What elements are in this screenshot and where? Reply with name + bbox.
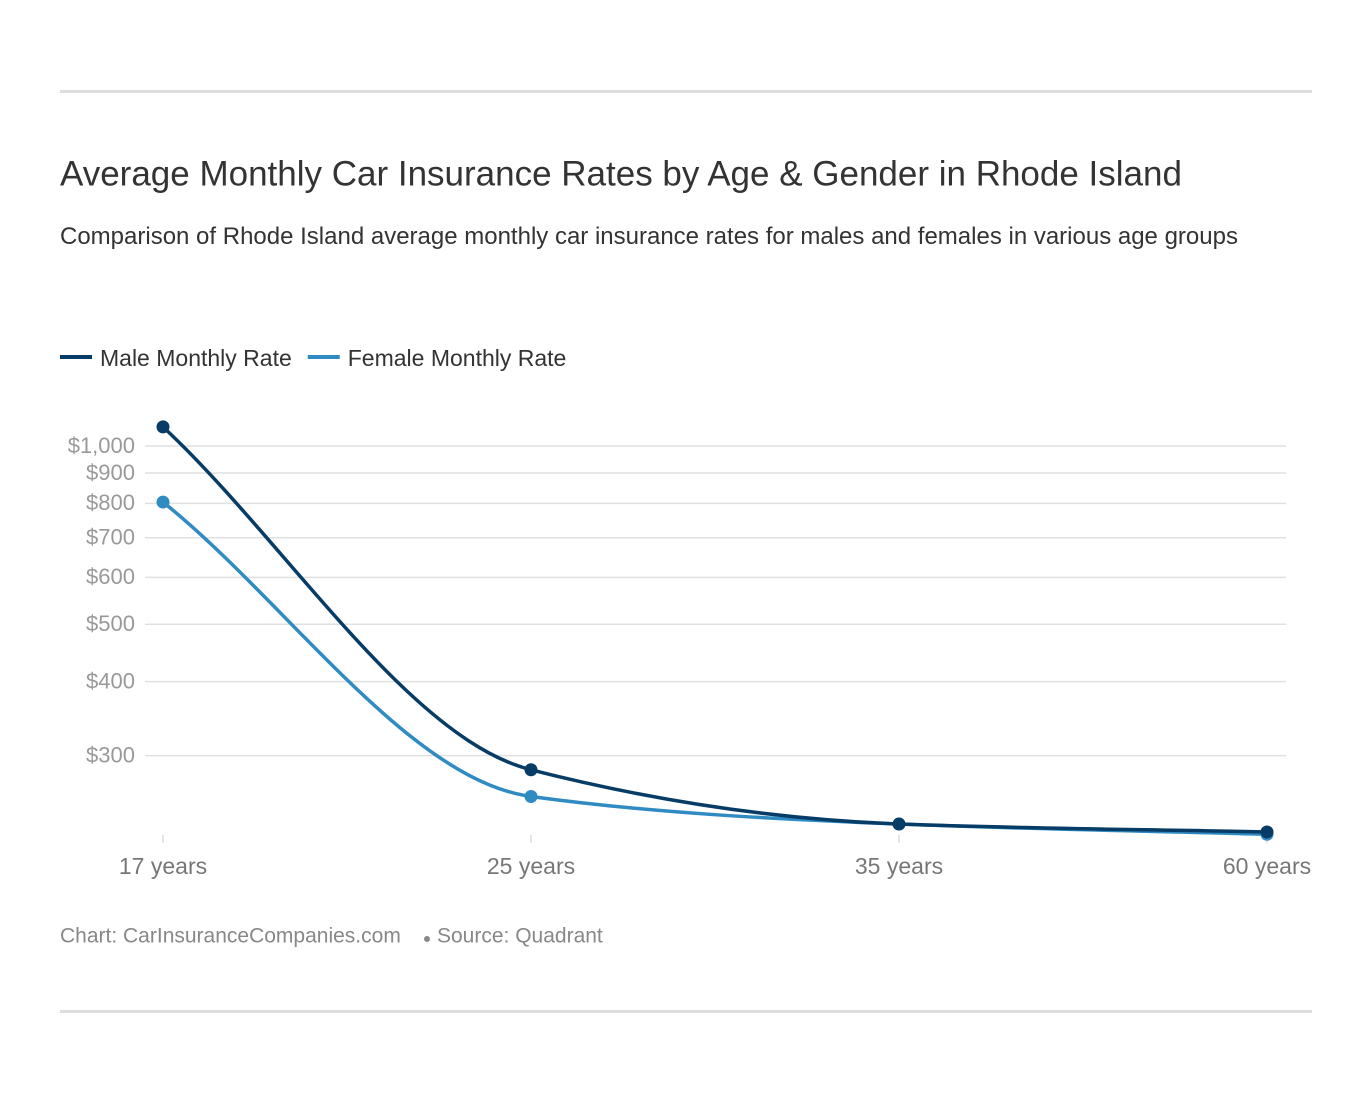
bottom-rule [60,1010,1312,1013]
point [524,763,538,777]
x-tick-label: 60 years [1223,853,1311,879]
y-tick-label: $900 [86,460,135,485]
y-tick-label: $600 [86,564,135,589]
x-tick-label: 25 years [487,853,575,879]
legend-label: Male Monthly Rate [100,345,292,371]
point [156,495,170,509]
top-rule [60,90,1312,93]
series-line [161,425,1268,834]
point [524,789,538,803]
y-tick-label: $800 [86,490,135,515]
x-tick-label: 17 years [119,853,207,879]
legend: Male Monthly Rate Female Monthly Rate [60,345,566,371]
series-line [161,500,1268,837]
point [156,420,170,434]
y-tick-label: $400 [86,668,135,693]
credit: Chart: CarInsuranceCompanies.com [60,925,401,948]
y-tick-label: $300 [86,742,135,767]
chart-subtitle: Comparison of Rhode Island average month… [60,223,1238,250]
legend-label: Female Monthly Rate [348,345,567,371]
y-tick-label: $500 [86,611,135,636]
source: Source: Quadrant [437,925,603,948]
point [1260,825,1274,839]
chart-title: Average Monthly Car Insurance Rates by A… [60,154,1182,193]
y-tick-label: $1,000 [68,433,135,458]
point [892,817,906,831]
x-tick-label: 35 years [855,853,943,879]
y-tick-label: $700 [86,525,135,550]
separator-dot [424,936,430,942]
subtitle-box: Comparison of Rhode Island average month… [60,223,1238,250]
